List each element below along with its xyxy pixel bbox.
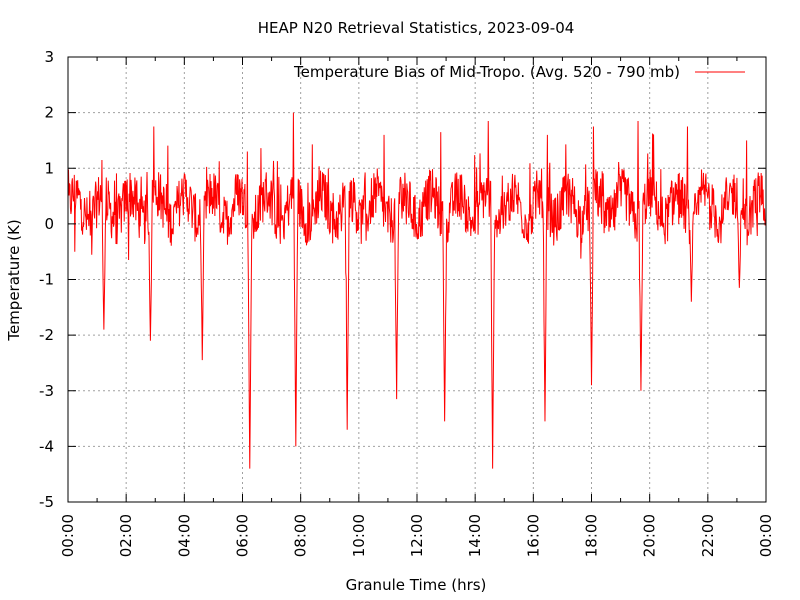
x-tick-label: 18:00 (583, 514, 601, 557)
x-tick-label: 08:00 (292, 514, 310, 557)
series-line (67, 112, 767, 469)
chart-title: HEAP N20 Retrieval Statistics, 2023-09-0… (258, 19, 575, 37)
x-tick-label: 14:00 (466, 514, 484, 557)
legend-label: Temperature Bias of Mid-Tropo. (Avg. 520… (293, 63, 680, 81)
x-tick-label: 12:00 (408, 514, 426, 557)
y-tick-label: -3 (39, 382, 54, 400)
y-tick-label: -5 (39, 493, 54, 511)
y-tick-label: 2 (44, 104, 54, 122)
y-tick-label: -2 (39, 326, 54, 344)
y-tick-label: -4 (39, 437, 54, 455)
x-tick-label: 22:00 (699, 514, 717, 557)
x-tick-label: 16:00 (524, 514, 542, 557)
x-axis-label: Granule Time (hrs) (346, 576, 487, 594)
y-axis-label: Temperature (K) (5, 219, 23, 341)
x-tick-label: 06:00 (234, 514, 252, 557)
y-tick-label: 3 (44, 48, 54, 66)
y-tick-label: 1 (44, 159, 54, 177)
x-tick-label: 02:00 (117, 514, 135, 557)
x-tick-labels: 00:00 02:00 04:00 06:00 08:00 10:00 12:00 14:00… (59, 514, 775, 557)
x-tick-label: 20:00 (641, 514, 659, 557)
x-tick-label: 00:00 (59, 514, 77, 557)
y-tick-label: -1 (39, 271, 54, 289)
grid (68, 57, 766, 502)
ticks (67, 56, 767, 503)
x-tick-label: 00:00 (757, 514, 775, 557)
y-tick-label: 0 (44, 215, 54, 233)
legend: Temperature Bias of Mid-Tropo. (Avg. 520… (293, 63, 745, 81)
x-tick-label: 04:00 (175, 514, 193, 557)
x-tick-label: 10:00 (350, 514, 368, 557)
y-tick-labels: 3 2 1 0 -1 -2 -3 -4 -5 (39, 48, 54, 511)
